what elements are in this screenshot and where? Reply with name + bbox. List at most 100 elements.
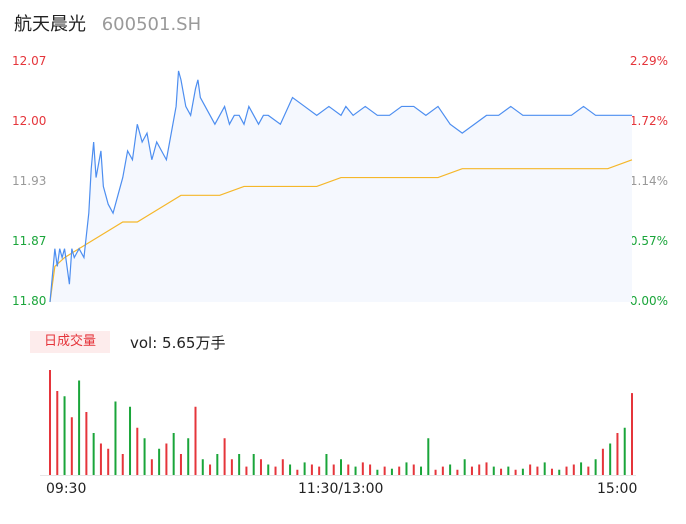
volume-bar [390,468,393,475]
volume-bar [631,393,633,475]
y-right-tick: 1.14% [629,174,668,188]
volume-bar [398,466,401,475]
volume-bar [223,438,226,475]
y-right-tick: 2.29% [629,54,668,68]
volume-bar [99,443,102,475]
volume-bar [267,464,270,475]
x-tick-open: 09:30 [46,481,87,497]
volume-bar [434,469,437,475]
volume-bar [478,464,481,475]
volume-bar [303,462,306,475]
volume-bar [129,406,132,475]
volume-bar [318,466,321,475]
volume-bar [245,466,248,475]
y-left-tick: 11.80 [12,294,47,308]
volume-bar [179,454,182,475]
volume-bar [558,469,561,475]
volume-bar [369,464,372,475]
volume-chart-area [40,370,636,476]
volume-bar [616,433,619,475]
volume-bar [165,443,168,475]
y-right-tick: 0.57% [629,234,668,248]
volume-bar [216,454,219,475]
volume-bar [238,454,241,475]
volume-bar [107,448,110,475]
volume-bar [449,464,452,475]
volume-bar [587,466,590,475]
volume-bar [514,469,517,475]
volume-bar [252,454,255,475]
volume-bar [281,459,284,475]
price-area-fill [50,70,632,302]
y-right-tick: 0.00% [629,294,668,308]
volume-bar [78,380,81,475]
stock-title: 航天晨光 600501.SH [14,10,201,36]
volume-bar [49,370,51,475]
volume-bar [340,459,342,475]
average-price-line [49,159,633,303]
volume-bar [521,468,524,475]
volume-total: vol: 5.65万手 [130,334,226,352]
y-left-tick: 12.00 [12,114,47,128]
volume-bar [136,427,139,475]
volume-bar [565,466,568,475]
volume-bar [543,462,546,475]
volume-bar [310,464,313,475]
volume-bar [492,466,495,475]
volume-bar [172,433,175,475]
volume-bar [441,466,444,475]
y-left-tick: 12.07 [12,54,47,68]
volume-bar [296,469,299,475]
volume-bar [325,454,328,475]
volume-bar [601,448,604,475]
volume-bar [456,469,459,475]
volume-bar [70,417,73,475]
volume-bar [121,454,124,475]
volume-bar [85,412,88,475]
volume-bar [594,459,597,475]
volume-bar [536,466,539,475]
volume-bar [230,459,233,475]
volume-bar [354,466,357,475]
y-left-tick: 11.93 [12,174,47,188]
volume-bar [550,468,553,475]
volume-bar [507,466,510,475]
volume-bar [274,466,277,475]
volume-bar [470,466,473,475]
volume-badge: 日成交量 [30,331,110,353]
volume-bar [427,438,430,475]
volume-bar [500,468,503,475]
volume-bar [529,464,532,475]
volume-bar [332,464,335,475]
volume-bar [609,443,612,475]
stock-name: 航天晨光 [14,14,86,35]
price-line [49,70,632,303]
volume-bar [580,462,583,475]
volume-bar [405,462,408,475]
x-tick-midday: 11:30/13:00 [298,481,384,497]
stock-code: 600501.SH [101,14,202,35]
volume-bar [463,459,466,475]
volume-bar [361,462,364,475]
volume-bar [259,459,262,475]
volume-bar [92,433,95,475]
y-left-tick: 11.87 [12,234,47,248]
volume-bar [412,464,415,475]
price-chart-area [49,70,633,303]
volume-bar [56,391,59,475]
volume-bar [63,396,66,475]
volume-bar [572,464,575,475]
volume-bar [383,466,386,475]
volume-bar [485,462,488,475]
volume-bar [209,464,212,475]
volume-bar [201,459,204,475]
volume-bar [289,464,292,475]
x-tick-close: 15:00 [597,481,638,497]
y-right-tick: 1.72% [629,114,668,128]
volume-bar [420,466,423,475]
volume-bar [376,469,379,475]
volume-bar [114,401,117,475]
volume-bar [158,448,161,475]
volume-bar [347,464,350,475]
